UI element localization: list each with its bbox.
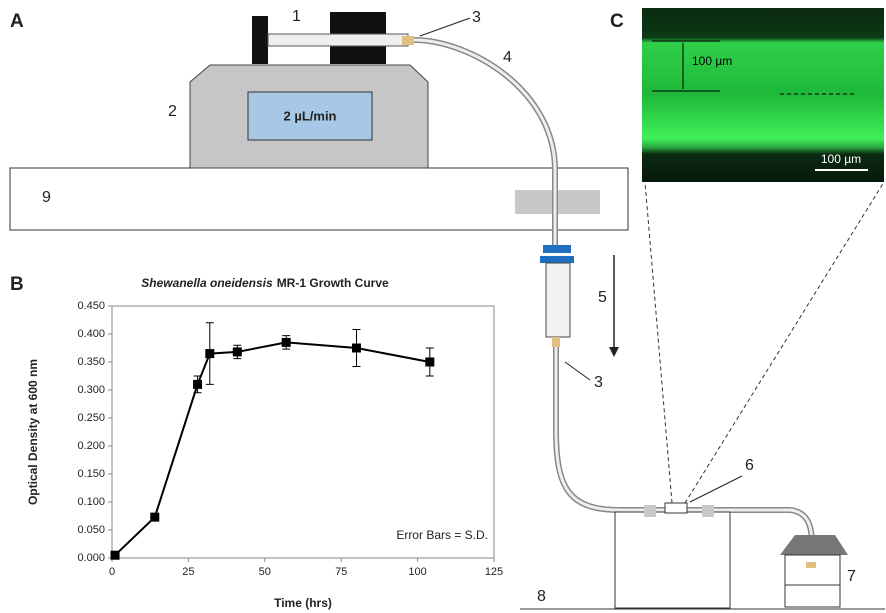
chart-title: Shewanella oneidensis MR-1 Growth Curve: [141, 276, 389, 290]
data-point: [111, 551, 120, 560]
label: 9: [42, 189, 51, 206]
y-tick-label: 0.250: [77, 412, 105, 424]
x-axis-label: Time (hrs): [274, 596, 332, 610]
collector-lid: [780, 535, 848, 555]
y-tick-label: 0.150: [77, 468, 105, 480]
data-point: [233, 347, 242, 356]
x-tick-label: 125: [485, 566, 503, 578]
pump-rate: 2 µL/min: [284, 108, 337, 123]
zoom-line: [645, 182, 672, 503]
data-point: [150, 513, 159, 522]
data-point: [352, 344, 361, 353]
chart-title-italic: Shewanella oneidensis: [141, 276, 273, 290]
clamp: [702, 505, 714, 517]
annotation: Error Bars = S.D.: [396, 528, 488, 542]
y-tick-label: 0.350: [77, 356, 105, 368]
figure: A B C 1 2 3 4 5 3 6 7 8 9 2 µL/min 100 µ…: [0, 0, 886, 613]
label: 1: [292, 8, 301, 25]
data-point: [282, 338, 291, 347]
x-tick-label: 0: [109, 566, 115, 578]
pump-clamp: [252, 16, 268, 64]
label: 3: [472, 9, 481, 26]
channel: [665, 503, 687, 513]
y-tick-label: 0.400: [77, 328, 105, 340]
x-tick-label: 50: [259, 566, 271, 578]
clamp: [644, 505, 656, 517]
connector: [806, 562, 816, 568]
chart: 0.000 0.050 0.100 0.150 0.200 0.250 0.300 0.350…: [26, 276, 503, 610]
syringe-cap: [543, 245, 571, 253]
x-tick-label: 100: [408, 566, 426, 578]
panel-label: A: [10, 11, 24, 32]
scale-label: 100 µm: [821, 152, 861, 166]
connector: [552, 337, 560, 347]
y-axis-label: Optical Density at 600 nm: [26, 359, 40, 505]
y-tick-label: 0.450: [77, 300, 105, 312]
stage: [615, 512, 730, 608]
label: 4: [503, 49, 512, 66]
data-point: [205, 349, 214, 358]
syringe-cap: [540, 256, 574, 263]
y-tick-label: 0.000: [77, 552, 105, 564]
panel-label: C: [610, 11, 624, 32]
label: 7: [847, 568, 856, 585]
label: 8: [537, 588, 546, 605]
data-line: [115, 342, 430, 555]
zoom-line: [685, 182, 884, 503]
pointer: [420, 18, 470, 36]
x-tick-label: 25: [182, 566, 194, 578]
flow-arrow: [609, 347, 619, 357]
data-point: [425, 358, 434, 367]
y-tick-label: 0.300: [77, 384, 105, 396]
label: 6: [745, 457, 754, 474]
label: 3: [594, 374, 603, 391]
pointer: [690, 476, 742, 502]
data-point: [193, 380, 202, 389]
syringe: [546, 263, 570, 337]
label: 2: [168, 103, 177, 120]
x-tick-label: 75: [335, 566, 347, 578]
y-tick-label: 0.100: [77, 496, 105, 508]
connector: [402, 36, 414, 45]
y-tick-label: 0.050: [77, 524, 105, 536]
chart-title-text: MR-1 Growth Curve: [277, 276, 389, 290]
y-tick-label: 0.200: [77, 440, 105, 452]
scale-label: 100 µm: [692, 54, 732, 68]
panel-label: B: [10, 274, 24, 295]
pointer: [565, 362, 590, 380]
syringe: [268, 34, 408, 46]
label: 5: [598, 289, 607, 306]
